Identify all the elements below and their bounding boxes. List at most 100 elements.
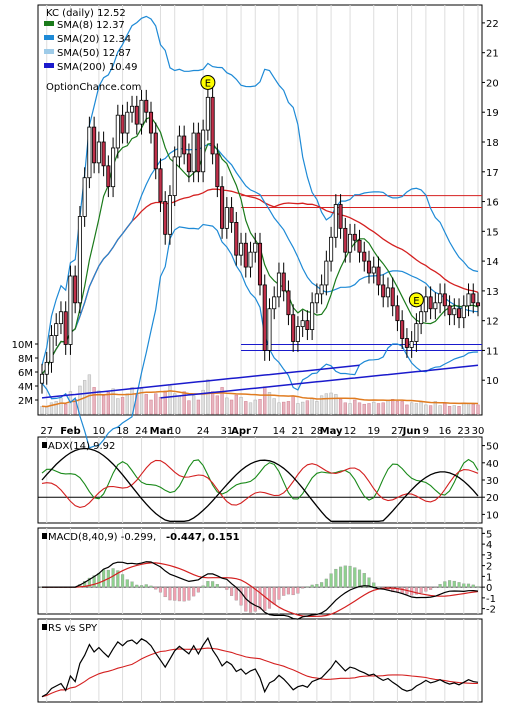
candle-body bbox=[58, 311, 63, 325]
volume-bar bbox=[409, 402, 414, 415]
price-tick-label: 21 bbox=[486, 49, 499, 60]
macd-histogram-bar bbox=[187, 586, 191, 601]
price-tick-label: 12 bbox=[486, 317, 499, 328]
macd-histogram-bar bbox=[149, 585, 153, 588]
volume-bar bbox=[300, 401, 305, 415]
candle-body bbox=[167, 195, 172, 235]
rs-ma-line bbox=[41, 647, 479, 698]
adx-tick-label: 10 bbox=[486, 510, 499, 521]
macd-histogram-bar bbox=[201, 585, 205, 588]
sma200-line-drawn bbox=[160, 364, 479, 399]
volume-bar bbox=[168, 385, 172, 415]
adx-di-plus-line bbox=[41, 458, 479, 501]
macd-histogram-bar bbox=[391, 586, 395, 593]
candle-body bbox=[319, 284, 324, 295]
volume-bar bbox=[173, 393, 177, 415]
macd-tick-label: 2 bbox=[486, 562, 492, 573]
macd-histogram-bar bbox=[282, 586, 286, 596]
candle-body bbox=[201, 129, 206, 173]
price-tick-label: 11 bbox=[486, 346, 499, 357]
adx-tick-label: 50 bbox=[486, 442, 499, 453]
candle-body bbox=[196, 132, 201, 173]
volume-bar bbox=[334, 394, 338, 415]
earnings-marker-0 bbox=[200, 74, 216, 90]
adx-label: ADX(14) 9.92 bbox=[48, 441, 115, 452]
volume-bar bbox=[296, 403, 300, 415]
x-tick-label: Mar bbox=[150, 426, 172, 437]
candle-body bbox=[385, 287, 390, 298]
volume-bar bbox=[405, 404, 409, 415]
candle-body bbox=[295, 326, 300, 342]
x-tick-label: 16 bbox=[438, 426, 451, 437]
macd-histogram-bar bbox=[296, 586, 300, 594]
candle-body bbox=[366, 260, 372, 274]
macd-histogram-bar bbox=[343, 565, 347, 588]
volume-tick-label: 8M bbox=[18, 354, 33, 365]
legend-swatch-2 bbox=[44, 49, 54, 54]
candle-body bbox=[475, 302, 481, 307]
candle-body bbox=[362, 251, 367, 262]
volume-bar bbox=[182, 391, 186, 415]
candle-body bbox=[210, 96, 215, 155]
macd-tick-label: 1 bbox=[486, 572, 492, 583]
candle-body bbox=[243, 242, 248, 268]
macd-histogram-bar bbox=[286, 586, 290, 595]
candle-body bbox=[409, 341, 414, 348]
macd-label-swatch bbox=[42, 533, 47, 539]
candle-body bbox=[433, 302, 438, 310]
volume-bar bbox=[305, 400, 310, 415]
candle-body bbox=[224, 207, 229, 229]
macd-histogram-bar bbox=[334, 568, 338, 588]
volume-bar bbox=[277, 402, 281, 415]
macd-histogram-bar bbox=[158, 586, 163, 593]
volume-bar bbox=[310, 398, 314, 415]
macd-histogram-bar bbox=[367, 577, 371, 588]
x-tick-label: 27 bbox=[40, 426, 53, 437]
candle-body bbox=[267, 308, 272, 351]
candle-body bbox=[73, 275, 78, 304]
macd-histogram-bar bbox=[272, 586, 276, 605]
candle-body bbox=[400, 320, 405, 339]
x-tick-label: 27 bbox=[391, 426, 404, 437]
volume-bar bbox=[452, 405, 456, 415]
volume-bar bbox=[433, 401, 438, 415]
candle-body bbox=[172, 156, 177, 196]
adx-panel bbox=[37, 436, 483, 524]
candle-body bbox=[92, 126, 97, 164]
macd-histogram-bar bbox=[139, 585, 144, 588]
macd-label: MACD(8,40,9) -0.299, bbox=[48, 532, 156, 543]
macd-histogram-bar bbox=[438, 584, 442, 588]
volume-tick-label: 10M bbox=[12, 340, 33, 351]
macd-line bbox=[42, 561, 479, 620]
candle-body bbox=[333, 204, 338, 238]
macd-signal-line bbox=[42, 562, 479, 617]
x-tick-label: 28 bbox=[311, 426, 324, 437]
macd-histogram-bar bbox=[248, 586, 253, 613]
candle-body bbox=[452, 308, 457, 316]
macd-tick-label: 4 bbox=[486, 540, 492, 551]
macd-histogram-bar bbox=[258, 586, 262, 610]
candle-body bbox=[39, 373, 45, 384]
macd-histogram-bar bbox=[429, 586, 433, 590]
rs-panel bbox=[37, 618, 483, 703]
volume-bar bbox=[272, 398, 276, 415]
volume-bar bbox=[428, 405, 433, 415]
volume-tick-label: 4M bbox=[18, 382, 33, 393]
candle-body bbox=[447, 305, 452, 316]
macd-histogram-bar bbox=[220, 586, 224, 588]
candle-body bbox=[466, 293, 471, 307]
macd-histogram-bar bbox=[263, 586, 267, 611]
earnings-marker-label: E bbox=[205, 78, 211, 89]
volume-bar bbox=[101, 395, 106, 415]
macd-histogram-bar bbox=[320, 582, 324, 588]
x-tick-label: Apr bbox=[231, 426, 251, 437]
macd-histogram-bar bbox=[291, 586, 295, 596]
volume-bar bbox=[286, 401, 291, 415]
candle-body bbox=[286, 290, 291, 316]
volume-bar bbox=[106, 392, 111, 415]
volume-bar bbox=[87, 374, 92, 415]
bollinger-lower-line bbox=[41, 223, 479, 449]
candle-body bbox=[163, 201, 168, 235]
